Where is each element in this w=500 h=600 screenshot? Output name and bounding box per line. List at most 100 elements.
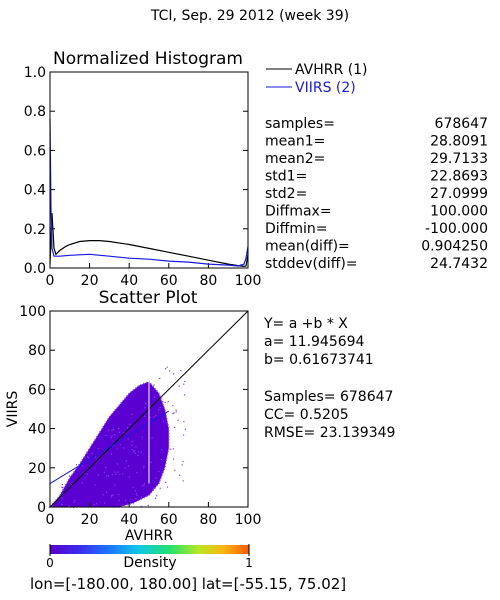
scatter-y-tick-label: 100	[19, 304, 46, 320]
regression-a: a= 11.945694	[264, 334, 365, 350]
scatter-speckle	[153, 488, 155, 490]
scatter-speckle	[105, 466, 107, 469]
histogram-y-tick-label: 0.8	[24, 104, 46, 120]
avhrr-histogram-line	[49, 213, 249, 268]
regression-rmse: RMSE= 23.139349	[264, 425, 395, 441]
scatter-y-tick-label: 60	[28, 382, 46, 398]
scatter-speckle	[86, 473, 88, 475]
stat-key: std2=	[265, 186, 307, 202]
scatter-speckle	[110, 453, 113, 455]
scatter-speckle	[128, 476, 131, 478]
scatter-speckle	[116, 448, 118, 450]
regression-equation: Y= a +b * X	[263, 316, 348, 332]
scatter-speckle	[155, 414, 157, 417]
scatter-speckle	[116, 463, 119, 465]
scatter-speckle	[118, 499, 120, 501]
scatter-speckle	[144, 415, 146, 417]
scatter-speckle	[132, 486, 134, 488]
regression-b: b= 0.61673741	[264, 352, 374, 368]
scatter-speckle	[173, 458, 175, 460]
scatter-speckle	[114, 471, 116, 473]
histogram-x-tick-label: 60	[160, 273, 178, 289]
colorbar-gradient	[50, 545, 249, 554]
histogram-x-tick-label: 40	[120, 273, 138, 289]
scatter-speckle	[172, 413, 174, 415]
scatter-title: Scatter Plot	[99, 288, 198, 308]
scatter-speckle	[115, 473, 117, 475]
scatter-x-tick-label: 60	[160, 512, 178, 528]
scatter-speckle	[127, 438, 129, 440]
scatter-speckle	[74, 499, 76, 502]
scatter-speckle	[153, 416, 155, 418]
scatter-speckle	[154, 497, 157, 499]
scatter-speckle	[161, 448, 163, 450]
legend-viirs-label: VIIRS (2)	[295, 80, 356, 96]
scatter-speckle	[119, 473, 121, 475]
stat-value: 100.000	[430, 204, 488, 220]
stat-value: 24.7432	[430, 256, 488, 272]
scatter-speckle	[131, 440, 133, 442]
scatter-speckle	[94, 484, 96, 486]
scatter-speckle	[93, 504, 95, 506]
scatter-speckle	[110, 437, 112, 439]
footer-coordinates: lon=[-180.00, 180.00] lat=[-55.15, 75.02…	[30, 575, 346, 593]
scatter-speckle	[143, 484, 145, 486]
scatter-speckle	[124, 499, 127, 501]
scatter-speckle	[140, 451, 142, 453]
scatter-x-tick-label: 40	[120, 512, 138, 528]
scatter-speckle	[129, 423, 131, 425]
scatter-speckle	[156, 495, 158, 497]
scatter-speckle	[131, 413, 133, 415]
scatter-speckle	[125, 460, 127, 462]
scatter-speckle	[111, 429, 113, 431]
scatter-speckle	[184, 380, 186, 383]
scatter-speckle	[177, 419, 179, 421]
scatter-speckle	[111, 496, 113, 498]
scatter-speckle	[172, 405, 174, 407]
scatter-speckle	[166, 366, 168, 368]
scatter-speckle	[133, 450, 135, 452]
histogram-y-axis: 0.0 0.2 0.4 0.6 0.8 1.0	[24, 65, 248, 277]
scatter-y-tick-label: 80	[28, 343, 46, 359]
scatter-speckle	[112, 494, 114, 496]
regression-info: Y= a +b * X a= 11.945694 b= 0.61673741 S…	[263, 316, 395, 441]
scatter-speckle	[126, 503, 129, 505]
scatter-speckle	[88, 457, 90, 459]
scatter-speckle	[137, 451, 139, 453]
scatter-speckle	[104, 502, 106, 504]
histogram-series	[49, 118, 249, 268]
scatter-x-tick-label: 80	[199, 512, 217, 528]
scatter-ylabel: VIIRS	[5, 391, 21, 428]
scatter-speckle	[124, 467, 126, 469]
stat-key: samples=	[265, 116, 335, 132]
colorbar-max: 1	[245, 556, 253, 570]
scatter-x-tick-label: 0	[46, 512, 55, 528]
scatter-speckle	[173, 426, 176, 428]
stat-key: mean2=	[265, 151, 325, 167]
scatter-speckle	[143, 467, 145, 469]
scatter-panel: Scatter Plot 0 20 40 60 80 100 0 20 40 60 80 100 A…	[5, 288, 261, 544]
stat-value: 28.8091	[430, 134, 488, 150]
regression-cc: CC= 0.5205	[264, 407, 349, 423]
scatter-y-tick-label: 40	[28, 422, 46, 438]
scatter-speckle	[144, 407, 146, 409]
scatter-x-tick-label: 20	[81, 512, 99, 528]
scatter-speckle	[111, 435, 113, 437]
scatter-speckle	[118, 493, 120, 496]
scatter-speckle	[181, 464, 183, 466]
scatter-speckle	[143, 483, 145, 485]
viirs-histogram-line	[49, 118, 249, 267]
scatter-speckle	[113, 434, 115, 436]
scatter-speckle	[170, 448, 172, 450]
scatter-speckle	[158, 409, 160, 411]
stat-key: mean(diff)=	[265, 239, 350, 255]
scatter-speckle	[102, 494, 104, 496]
stat-key: stddev(diff)=	[265, 256, 358, 272]
scatter-speckle	[164, 368, 167, 370]
scatter-speckle	[111, 474, 113, 476]
colorbar-label: Density	[123, 555, 176, 571]
scatter-speckle	[174, 469, 176, 471]
scatter-speckle	[164, 402, 166, 404]
histogram-x-tick-label: 80	[199, 273, 217, 289]
